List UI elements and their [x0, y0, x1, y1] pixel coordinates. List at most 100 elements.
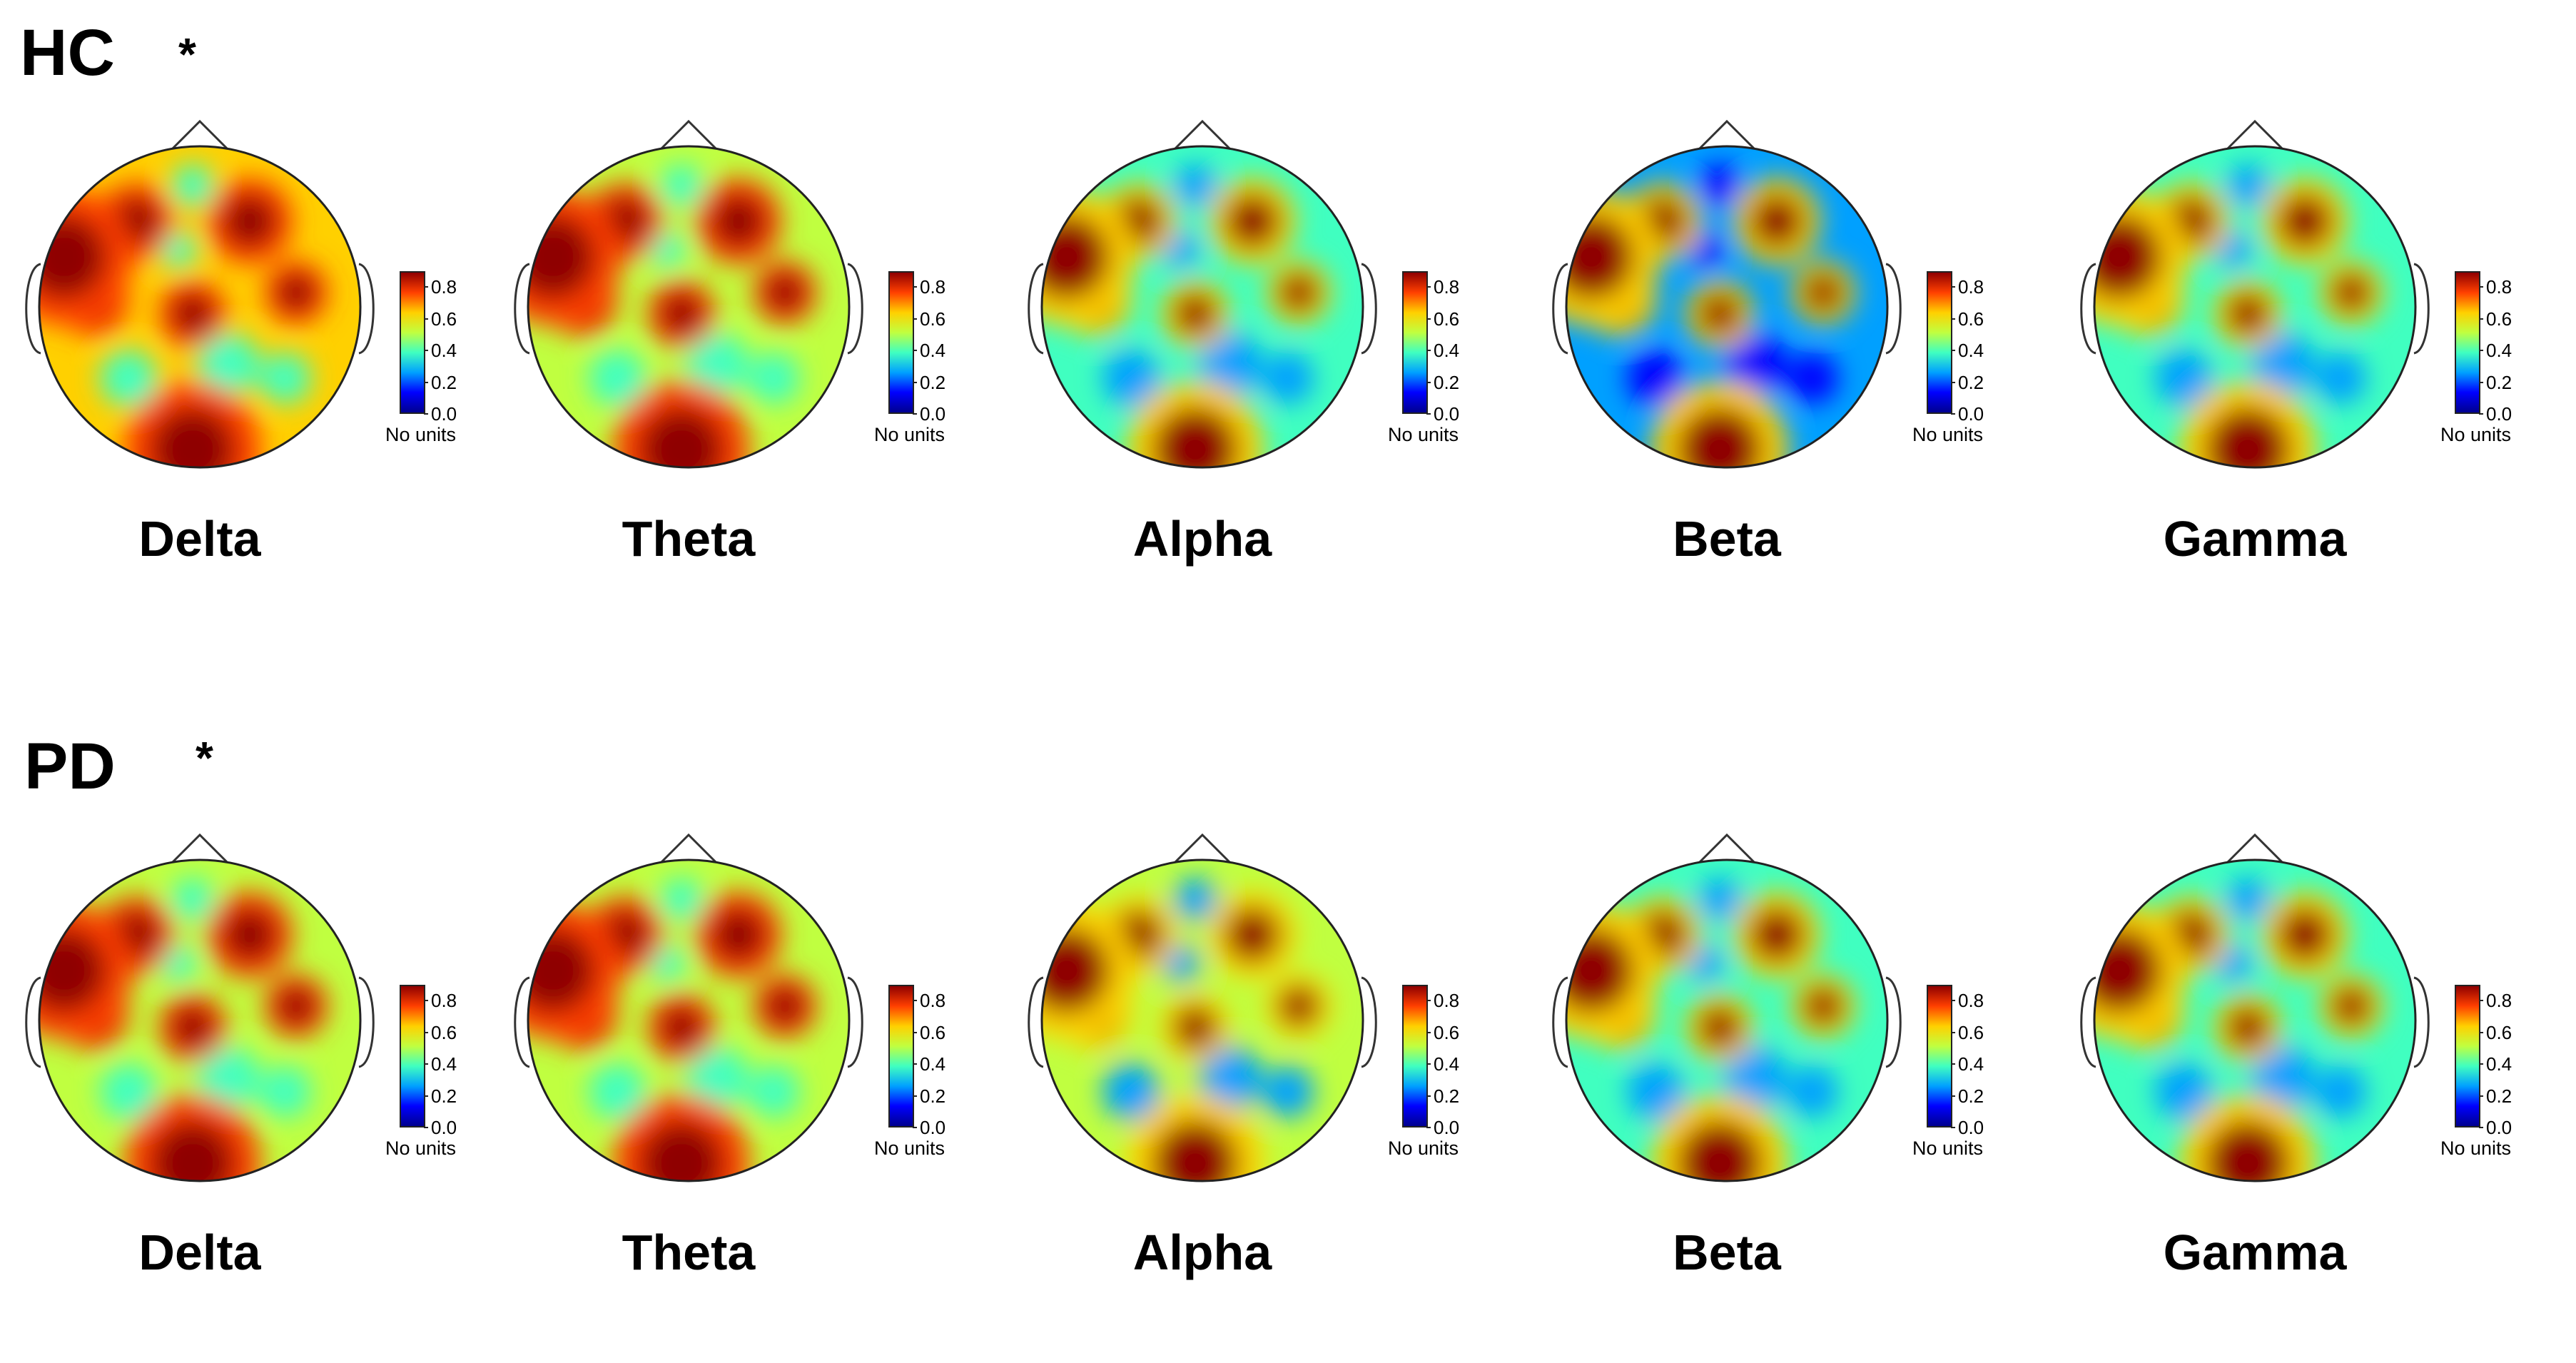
right-ear: [2413, 976, 2430, 1068]
high-activity-region: [276, 273, 316, 313]
colorbar-tick-label: 0.4: [920, 1053, 946, 1075]
colorbar-tick-label: 0.2: [2486, 371, 2512, 393]
colorbar-tick-label: 0.2: [431, 1085, 457, 1107]
low-activity-region: [2226, 164, 2269, 207]
high-activity-region: [150, 407, 235, 467]
colorbar-tick-mark: [1426, 318, 1431, 320]
high-activity-region: [2226, 293, 2269, 335]
colorbar-tick-label: 0.8: [1434, 990, 1460, 1012]
low-activity-region: [1627, 350, 1684, 407]
low-activity-region: [197, 333, 260, 395]
colorbar-tick-label: 0.2: [431, 371, 457, 393]
colorbar-tick-label: 0.8: [431, 990, 457, 1012]
left-ear: [1552, 263, 1568, 355]
scalp-heatmap: [1566, 860, 1887, 1181]
colorbar-tick-label: 0.0: [431, 1117, 457, 1138]
head-topomap: [2080, 833, 2430, 1182]
colorbar-tick-mark: [2479, 318, 2483, 320]
head-outline: [2093, 145, 2417, 469]
colorbar: 0.8 0.6 0.4 0.2 0.0 No units: [1388, 271, 1516, 485]
high-activity-region: [1750, 194, 1804, 248]
head-topomap: [25, 119, 375, 469]
colorbar-tick-label: 0.6: [1958, 1021, 1984, 1043]
right-ear: [1885, 976, 1902, 1068]
low-activity-region: [1698, 164, 1741, 207]
colorbar-tick-mark: [2479, 413, 2483, 415]
topomap-panel-hc-beta: Beta 0.8 0.6 0.4 0.2 0.0 No units: [1541, 78, 2041, 649]
topomap-panel-hc-alpha: Alpha 0.8 0.6 0.4 0.2 0.0 No units: [1017, 78, 1516, 649]
band-label: Delta: [138, 1225, 261, 1280]
colorbar-tick-label: 0.4: [1434, 1053, 1460, 1075]
head-topomap: [514, 119, 863, 469]
high-activity-region: [2205, 1120, 2291, 1181]
colorbar-tick-mark: [1951, 381, 1955, 383]
band-label: Alpha: [1132, 1225, 1272, 1280]
colorbar-units-label: No units: [874, 1137, 945, 1159]
high-activity-region: [1152, 407, 1238, 467]
colorbar-tick-mark: [1426, 381, 1431, 383]
colorbar-tick-label: 0.2: [1958, 1085, 1984, 1107]
colorbar-tick-mark: [424, 1063, 428, 1065]
head-outline: [38, 145, 362, 469]
high-activity-region: [1152, 1120, 1238, 1181]
low-activity-region: [2252, 333, 2315, 395]
colorbar-tick-label: 0.0: [2486, 403, 2512, 425]
colorbar-tick-label: 0.6: [431, 308, 457, 330]
topomap-panel-hc-theta: Theta 0.8 0.6 0.4 0.2 0.0 No units: [503, 78, 1003, 649]
colorbar-tick-label: 0.6: [1434, 1021, 1460, 1043]
scalp-heatmap: [528, 860, 849, 1181]
colorbar-tick-label: 0.8: [1958, 276, 1984, 298]
colorbar-tick-label: 0.6: [2486, 308, 2512, 330]
scalp-heatmap: [2094, 860, 2415, 1181]
colorbar-tick-label: 0.8: [2486, 276, 2512, 298]
colorbar-tick-label: 0.2: [1434, 371, 1460, 393]
colorbar-tick-mark: [1426, 286, 1431, 288]
colorbar-tick-label: 0.0: [920, 1117, 946, 1138]
low-activity-region: [2155, 1063, 2212, 1120]
colorbar-tick-label: 0.8: [920, 990, 946, 1012]
colorbar-units-label: No units: [1912, 424, 1984, 445]
high-activity-region: [1803, 273, 1843, 313]
high-activity-region: [1225, 908, 1279, 962]
left-ear: [1028, 976, 1044, 1068]
colorbar-gradient: [400, 271, 425, 414]
colorbar-tick-label: 0.4: [431, 340, 457, 362]
colorbar-tick-label: 0.4: [920, 340, 946, 362]
colorbar-tick-label: 0.8: [920, 276, 946, 298]
high-activity-region: [660, 1006, 703, 1049]
left-ear: [1028, 263, 1044, 355]
colorbar-tick-mark: [424, 1000, 428, 1002]
head-topomap: [1552, 119, 1902, 469]
head-outline: [527, 145, 851, 469]
colorbar-tick-mark: [2479, 286, 2483, 288]
high-activity-region: [639, 1120, 724, 1181]
low-activity-region: [1174, 878, 1217, 921]
head-outline: [1040, 858, 1364, 1182]
colorbar-tick-mark: [2479, 1063, 2483, 1065]
head-outline: [1565, 145, 1889, 469]
scalp-heatmap: [39, 860, 360, 1181]
head-topomap: [1028, 833, 1377, 1182]
low-activity-region: [2315, 1066, 2366, 1118]
colorbar-units-label: No units: [1912, 1137, 1984, 1159]
colorbar-tick-label: 0.6: [1434, 308, 1460, 330]
colorbar: 0.8 0.6 0.4 0.2 0.0 No units: [874, 985, 1003, 1199]
colorbar-tick-label: 0.6: [1958, 308, 1984, 330]
colorbar-tick-mark: [1951, 413, 1955, 415]
topomap-panel-pd-beta: Beta 0.8 0.6 0.4 0.2 0.0 No units: [1541, 792, 2041, 1363]
colorbar-tick-label: 0.0: [1434, 1117, 1460, 1138]
colorbar-tick-mark: [913, 350, 917, 352]
low-activity-region: [2155, 350, 2212, 407]
colorbar-gradient: [1402, 271, 1428, 414]
colorbar-tick-mark: [2479, 350, 2483, 352]
colorbar-units-label: No units: [2440, 1137, 2512, 1159]
colorbar-tick-mark: [1426, 1095, 1431, 1097]
low-activity-region: [1262, 353, 1314, 404]
low-activity-region: [1698, 878, 1741, 921]
colorbar-gradient: [888, 271, 914, 414]
colorbar-tick-mark: [424, 381, 428, 383]
high-activity-region: [711, 194, 766, 248]
colorbar-tick-label: 0.4: [2486, 1053, 2512, 1075]
colorbar-tick-mark: [913, 1095, 917, 1097]
right-ear: [847, 263, 863, 355]
